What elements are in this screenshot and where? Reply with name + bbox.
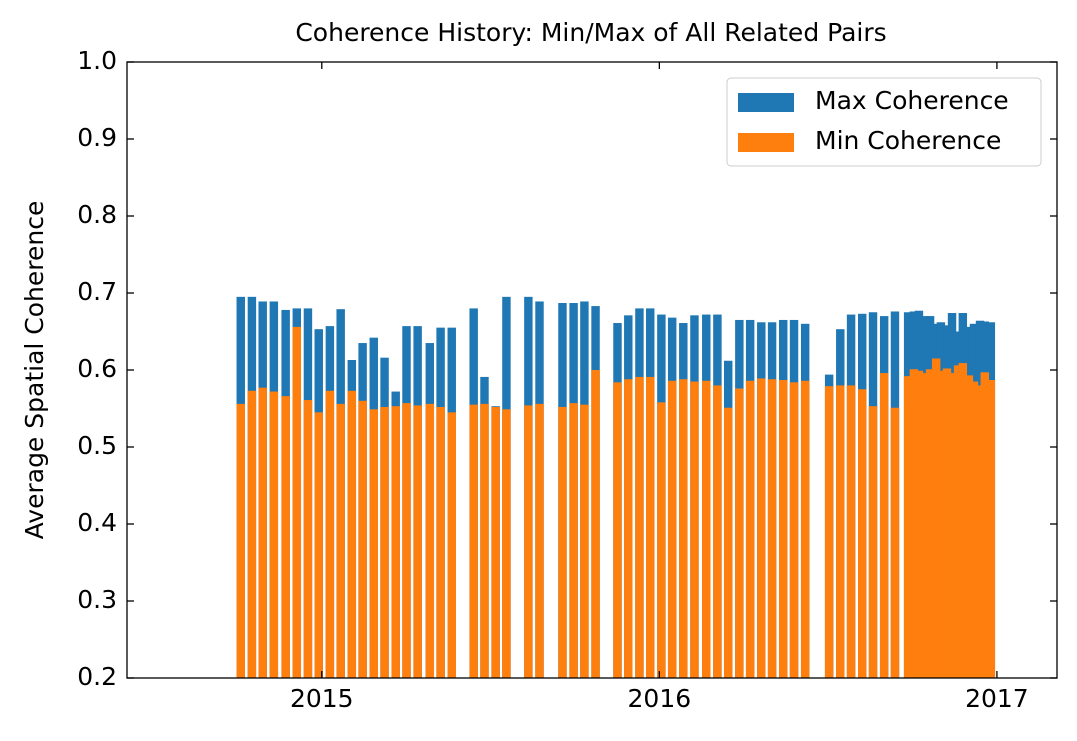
bar xyxy=(964,375,974,678)
bar xyxy=(920,373,930,678)
y-tick-label: 0.3 xyxy=(77,585,117,614)
bar xyxy=(903,376,913,678)
legend-swatch xyxy=(738,93,794,112)
bar xyxy=(980,372,989,678)
legend-swatch xyxy=(738,133,794,152)
bar xyxy=(369,409,378,678)
bar xyxy=(303,400,313,678)
bar xyxy=(281,396,290,678)
bar xyxy=(247,390,257,678)
bar xyxy=(325,390,335,678)
x-tick-label: 2017 xyxy=(965,684,1029,713)
bar xyxy=(969,381,979,678)
bar xyxy=(402,403,411,678)
bar xyxy=(836,385,845,678)
bar xyxy=(380,406,389,678)
bar xyxy=(646,376,655,678)
bar xyxy=(858,389,867,678)
bar xyxy=(524,405,533,678)
bar xyxy=(425,403,435,678)
bar xyxy=(347,390,357,678)
bar xyxy=(936,370,946,678)
bar xyxy=(236,403,245,678)
bar xyxy=(947,373,957,678)
bar xyxy=(767,379,777,678)
bar xyxy=(953,365,963,678)
bar xyxy=(635,376,644,678)
y-tick-label: 0.7 xyxy=(77,277,117,306)
bar xyxy=(942,368,952,678)
bar xyxy=(580,404,589,678)
y-tick-label: 0.8 xyxy=(77,200,117,229)
bar xyxy=(745,380,755,678)
bar xyxy=(846,385,856,678)
bar xyxy=(613,382,622,678)
bar xyxy=(975,385,985,678)
bar xyxy=(702,380,711,678)
legend-label: Min Coherence xyxy=(815,126,1001,155)
x-tick-label: 2015 xyxy=(290,684,354,713)
bar xyxy=(436,406,445,678)
bar xyxy=(914,370,924,678)
bar xyxy=(624,379,633,678)
bar xyxy=(735,388,744,678)
y-tick-label: 1.0 xyxy=(77,46,117,75)
bar xyxy=(413,405,422,678)
bar xyxy=(667,380,677,678)
bar xyxy=(258,387,267,678)
bar xyxy=(591,370,600,678)
bar xyxy=(779,380,788,678)
bar xyxy=(657,402,666,678)
bar xyxy=(292,326,302,678)
bar xyxy=(713,385,722,678)
bar xyxy=(986,380,996,678)
bar xyxy=(391,406,400,678)
bar xyxy=(690,381,699,678)
bar xyxy=(868,406,878,678)
bar xyxy=(890,407,900,678)
bar xyxy=(558,406,567,678)
bar xyxy=(502,409,511,678)
bar xyxy=(824,386,834,678)
y-tick-label: 0.2 xyxy=(77,662,117,691)
legend-box xyxy=(726,77,1042,167)
bar xyxy=(723,407,733,678)
bar xyxy=(491,406,500,678)
bar xyxy=(800,380,810,678)
bar xyxy=(789,382,799,678)
y-tick-label: 0.4 xyxy=(77,508,117,537)
bar xyxy=(358,400,367,678)
bar xyxy=(925,369,935,678)
bar xyxy=(909,369,919,678)
bar xyxy=(480,403,489,678)
bar xyxy=(679,379,688,678)
bar xyxy=(879,373,889,678)
bar xyxy=(447,412,456,678)
legend-label: Max Coherence xyxy=(815,86,1009,115)
chart-title: Coherence History: Min/Max of All Relate… xyxy=(295,18,886,47)
bar xyxy=(469,404,478,678)
x-tick-label: 2016 xyxy=(628,684,692,713)
bar xyxy=(958,363,968,678)
y-tick-label: 0.6 xyxy=(77,354,117,383)
y-tick-label: 0.9 xyxy=(77,123,117,152)
bar xyxy=(931,358,941,678)
bar xyxy=(269,391,279,678)
bar xyxy=(757,378,766,678)
bar xyxy=(336,403,345,678)
bar xyxy=(569,403,578,678)
bar xyxy=(535,403,544,678)
y-axis-label: Average Spatial Coherence xyxy=(20,201,49,540)
bar xyxy=(314,412,323,678)
y-tick-label: 0.5 xyxy=(77,431,117,460)
